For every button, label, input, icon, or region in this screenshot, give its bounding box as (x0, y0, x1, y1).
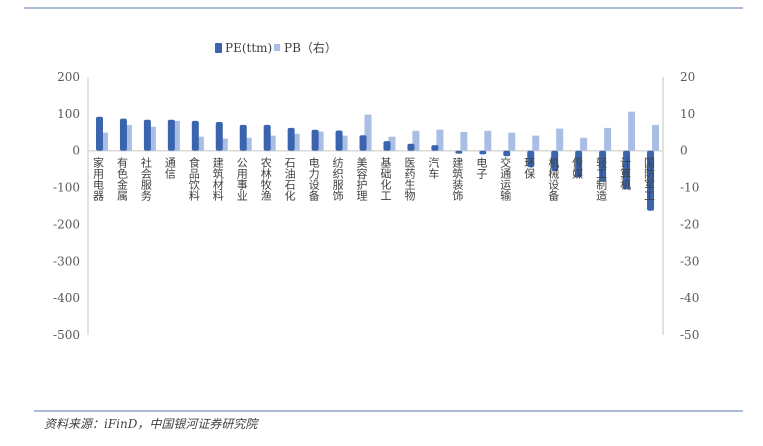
pb-bar (316, 131, 324, 151)
pe-bar (647, 150, 655, 211)
pb-bar (364, 114, 372, 151)
category-label: 交通运输 (499, 156, 512, 202)
category-label: 机械设备 (547, 156, 560, 202)
category-label: 美容护理 (355, 157, 368, 201)
pb-bar (124, 124, 132, 151)
category-label: 电子 (475, 157, 488, 179)
pb-bar (340, 135, 348, 151)
right-tick-label: -50 (680, 328, 699, 342)
left-tick-label: 200 (57, 70, 80, 84)
pe-bar (287, 127, 295, 151)
pb-bar (508, 132, 516, 151)
pb-bar (172, 120, 180, 151)
category-label: 通信 (163, 157, 176, 180)
source-note: 资料来源：iFinD，中国银河证券研究院 (44, 417, 259, 431)
right-tick-label: 0 (680, 144, 688, 158)
left-tick-label: 100 (57, 107, 80, 121)
pe-bar (239, 124, 247, 151)
pe-bar (479, 150, 487, 155)
pe-bar (191, 120, 199, 151)
pe-bar (119, 118, 127, 151)
pe-bar (359, 135, 367, 151)
right-tick-label: -30 (680, 254, 699, 268)
right-tick-label: -40 (680, 291, 699, 305)
right-tick-label: -20 (680, 217, 699, 231)
category-label: 有色金属 (115, 156, 128, 202)
pe-bar (167, 119, 175, 151)
pe-bar (431, 145, 439, 151)
category-label: 国防军工 (643, 157, 656, 201)
category-label: 环保 (523, 157, 536, 180)
pb-bar (268, 135, 276, 151)
category-label: 建筑材料 (211, 156, 224, 202)
legend-label-pb: PB（右） (284, 40, 337, 55)
pe-bar (623, 150, 631, 190)
pe-bar (527, 150, 535, 168)
pe-bar (143, 119, 151, 151)
pb-bar (292, 133, 300, 151)
pb-bar (604, 127, 612, 151)
pe-bar (503, 150, 511, 157)
category-label: 家用电器 (91, 156, 104, 202)
left-tick-label: -300 (53, 254, 80, 268)
pe-bar (335, 130, 343, 151)
pe-bar (311, 129, 319, 151)
pe-bar (455, 150, 463, 154)
left-tick-label: -400 (53, 291, 80, 305)
category-label: 食品饮料 (187, 156, 200, 202)
pb-bar (484, 130, 492, 151)
category-label: 电力设备 (307, 157, 320, 202)
left-tick-label: -100 (53, 181, 80, 195)
right-tick-label: 20 (680, 70, 695, 84)
category-label: 轻工制造 (595, 156, 608, 201)
pe-bar (407, 143, 415, 151)
pe-bar (551, 150, 559, 171)
pb-bar (244, 137, 252, 151)
pb-bar (196, 136, 204, 151)
category-label: 基础化工 (379, 157, 392, 201)
category-label: 计算机 (619, 157, 632, 190)
pb-bar (628, 111, 636, 151)
legend: PE(ttm) PB（右） (215, 40, 337, 55)
left-tick-label: -500 (53, 328, 80, 342)
right-tick-label: 10 (680, 107, 695, 121)
legend-swatch-pb (274, 44, 280, 51)
pb-bar (652, 124, 660, 151)
pb-bar (556, 128, 564, 151)
right-tick-label: -10 (680, 181, 699, 195)
category-label: 石油石化 (283, 157, 296, 202)
pb-bar (220, 138, 228, 151)
left-tick-label: 0 (72, 144, 80, 158)
category-label: 传媒 (571, 157, 584, 180)
pe-bar (95, 116, 103, 151)
pe-bar (215, 121, 223, 151)
pb-bar (460, 131, 468, 151)
pb-bar (148, 126, 156, 151)
pe-bar (263, 124, 271, 151)
pb-bar (100, 132, 108, 151)
category-label: 农林牧渔 (259, 156, 272, 202)
category-label: 社会服务 (139, 156, 152, 201)
legend-label-pe: PE(ttm) (225, 41, 272, 55)
category-label: 医药生物 (403, 157, 416, 201)
category-label: 建筑装饰 (451, 156, 464, 201)
legend-swatch-pe (215, 43, 222, 53)
pb-bar (388, 136, 396, 151)
category-label: 汽车 (427, 156, 440, 180)
pb-bar (580, 137, 588, 151)
pb-bar (412, 130, 420, 151)
left-tick-label: -200 (53, 217, 80, 231)
pe-bar (599, 150, 607, 182)
pb-bar (436, 129, 444, 151)
category-label: 纺织服饰 (331, 156, 344, 201)
pe-bar (575, 150, 583, 178)
pb-bar (532, 135, 540, 151)
pe-bar (383, 141, 391, 151)
category-label: 公用事业 (235, 157, 248, 201)
